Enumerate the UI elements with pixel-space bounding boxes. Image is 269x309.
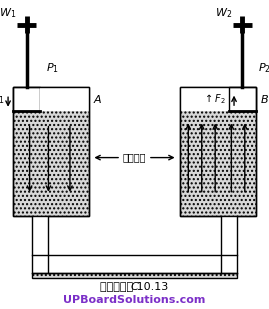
Bar [40,87,89,111]
Text: UPBoardSolutions.com: UPBoardSolutions.com [63,295,206,305]
Text: $C$: $C$ [130,280,139,292]
Bar [32,273,237,278]
Bar [13,87,40,111]
Bar [180,87,256,216]
Text: $W_2$: $W_2$ [215,6,232,20]
Bar [32,216,48,255]
Text: $B$: $B$ [260,93,268,105]
Bar [221,216,237,255]
Text: $F_1$: $F_1$ [0,92,5,106]
Bar [32,255,237,273]
Bar [13,87,89,216]
Text: चित्र 10.13: चित्र 10.13 [100,281,169,291]
Text: $A$: $A$ [93,93,102,105]
Bar [13,87,89,216]
Text: द्रव: द्रव [123,153,146,163]
Text: $W_1$: $W_1$ [0,6,17,20]
Bar [229,87,256,111]
Text: $\uparrow$$F_2$: $\uparrow$$F_2$ [203,92,226,106]
Bar [180,87,229,111]
Bar [180,87,256,216]
Text: $P_2$: $P_2$ [258,61,269,75]
Text: $P_1$: $P_1$ [46,61,59,75]
